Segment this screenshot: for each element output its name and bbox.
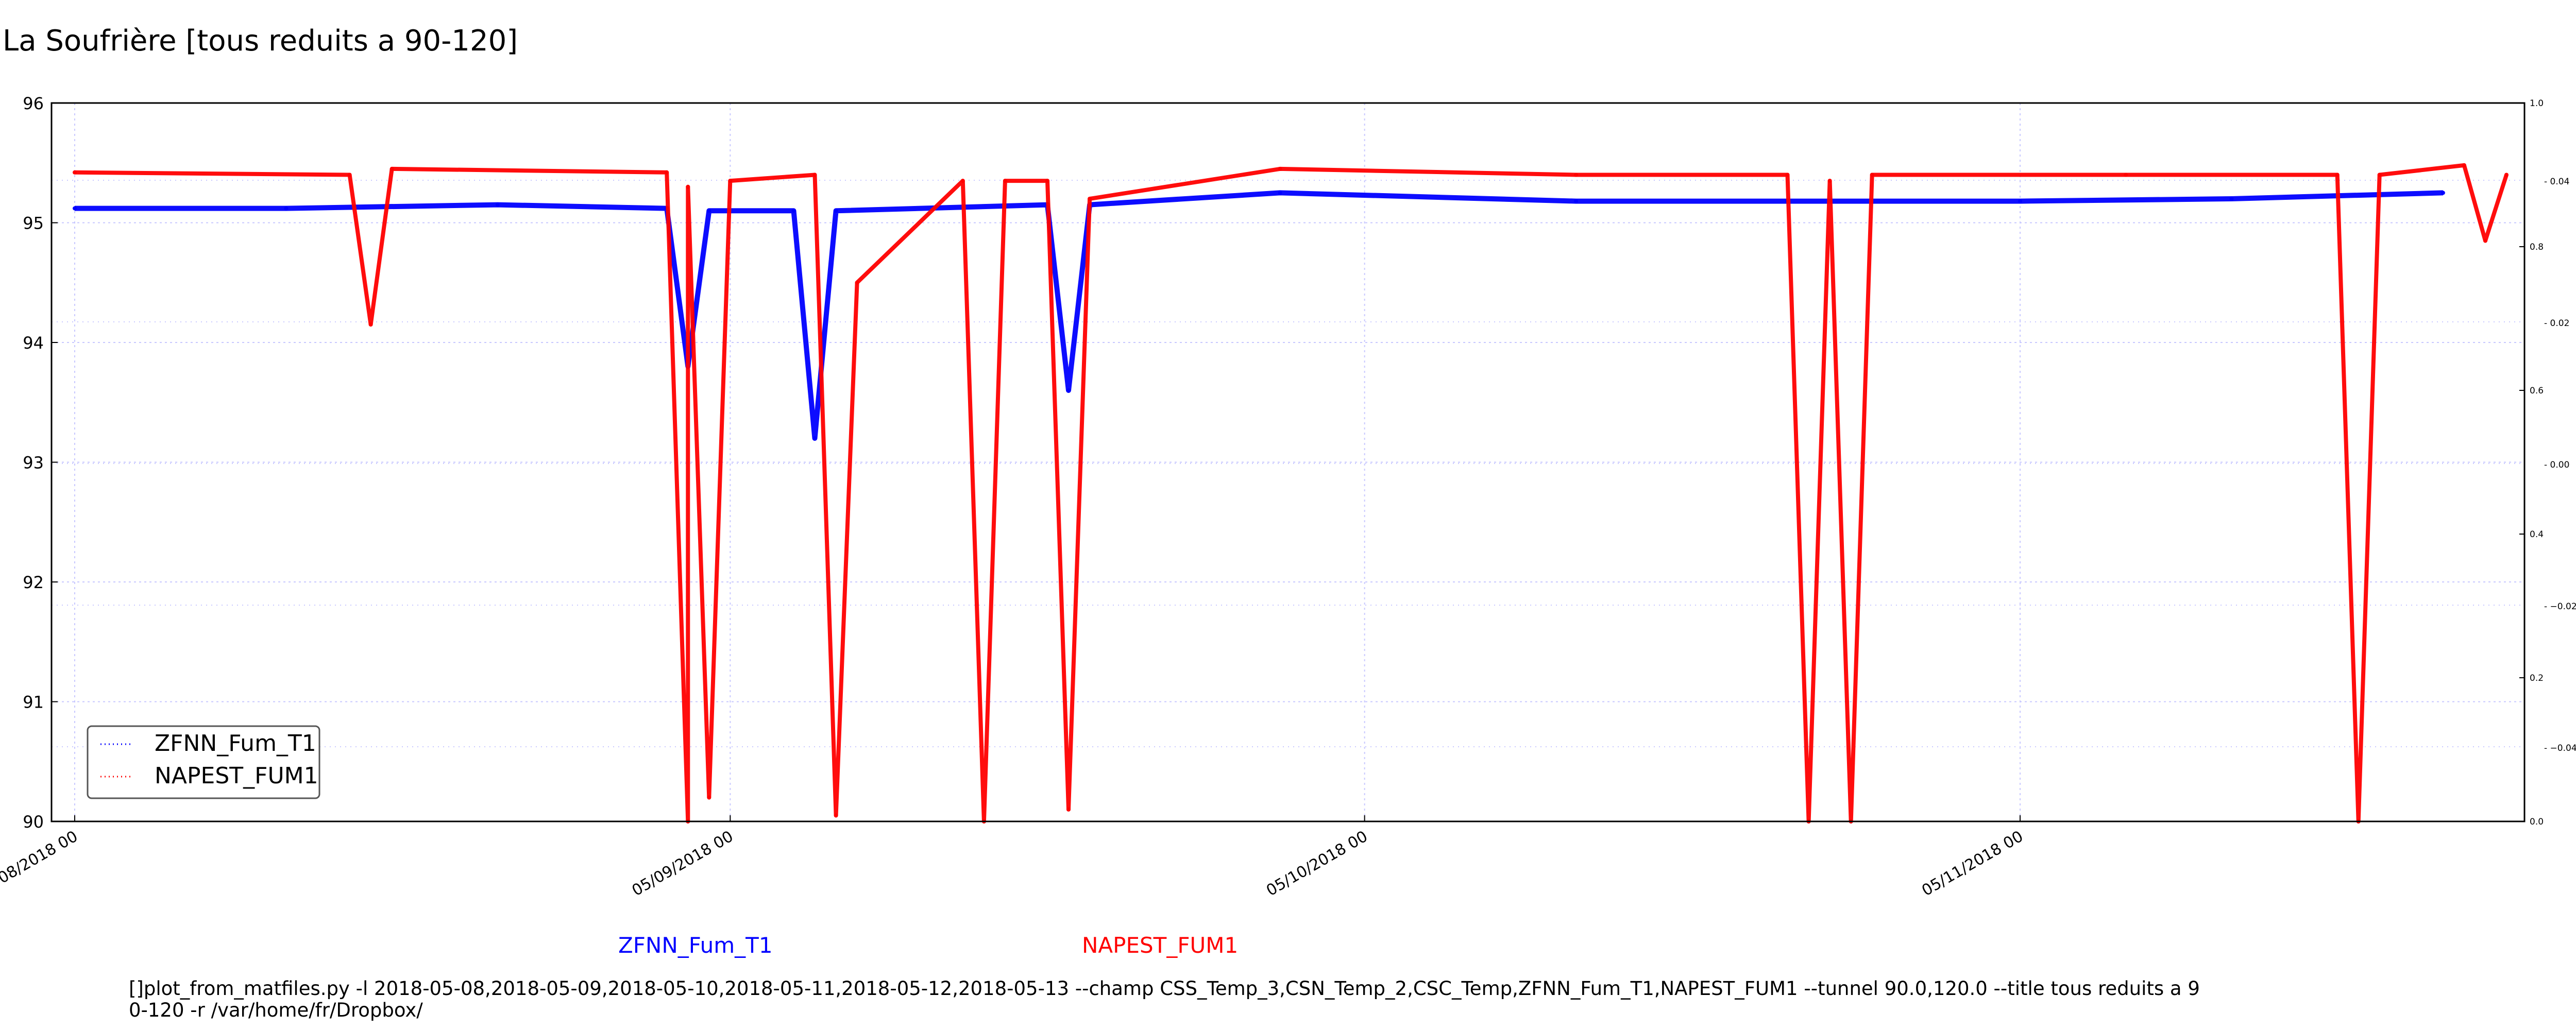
- data-point: [1574, 199, 1579, 203]
- right-inner-tick-label: - 0.00: [2544, 460, 2569, 470]
- data-point: [812, 436, 817, 440]
- y-tick-label: 92: [23, 573, 44, 592]
- y-axis-right: - 0.04 - 0.02 - 0.00 - −0.02 - −0.04 1.0 0.8 0.…: [2519, 98, 2576, 827]
- data-point: [665, 170, 669, 175]
- data-point: [2504, 173, 2509, 177]
- legend-box: [87, 725, 320, 799]
- command-line-2: 0-120 -r /var/home/fr/Dropbox/: [129, 999, 423, 1021]
- data-point: [2462, 163, 2466, 167]
- y-tick-label: 96: [23, 94, 44, 113]
- data-point: [791, 209, 796, 213]
- right-tick-label: 0.6: [2530, 386, 2544, 396]
- data-point: [1827, 179, 1832, 183]
- right-tick-label: 0.0: [2530, 817, 2544, 827]
- legend-item-zfnn: ZFNN_Fum_T1: [100, 730, 316, 757]
- data-point: [73, 170, 77, 175]
- data-point: [1066, 388, 1071, 392]
- data-point: [73, 206, 77, 211]
- right-inner-tick-label: - 0.02: [2544, 318, 2569, 329]
- data-point: [707, 209, 711, 213]
- x-tick-label: 05/11/2018 00: [1919, 828, 2026, 900]
- data-point: [960, 179, 965, 183]
- x-tick-label: 05/09/2018 00: [629, 828, 737, 900]
- data-point: [2335, 173, 2340, 177]
- y-axis-left: 96 95 94 93 92 91 90: [23, 94, 58, 832]
- data-point: [1785, 173, 1790, 177]
- data-point: [855, 280, 859, 285]
- x-tick-label: 05/10/2018 00: [1263, 828, 1371, 900]
- data-point: [686, 184, 690, 189]
- data-point: [834, 209, 838, 213]
- right-inner-tick-label: - 0.04: [2544, 177, 2569, 187]
- y-tick-label: 93: [23, 453, 44, 473]
- data-point: [1088, 197, 1092, 201]
- y-tick-label: 95: [23, 214, 44, 233]
- data-point: [707, 795, 711, 800]
- right-inner-tick-label: - −0.02: [2544, 602, 2576, 612]
- x-axis: 05/08/2018 00 05/09/2018 00 05/10/2018 00 0…: [0, 815, 2026, 900]
- data-point: [728, 179, 733, 183]
- x-tick-label: 05/08/2018 00: [0, 828, 81, 900]
- y-tick-label: 94: [23, 333, 44, 353]
- data-point: [284, 206, 289, 211]
- right-tick-label: 1.0: [2530, 98, 2544, 109]
- data-point: [1278, 191, 1282, 195]
- data-point: [1278, 166, 1282, 171]
- legend: ZFNN_Fum_T1 NAPEST_FUM1: [87, 725, 320, 799]
- right-tick-label: 0.2: [2530, 673, 2544, 683]
- bottom-label-napest: NAPEST_FUM1: [1082, 933, 1238, 958]
- data-point: [1574, 173, 1579, 177]
- data-point: [2441, 191, 2445, 195]
- series-lines: [73, 163, 2509, 823]
- data-point: [2483, 238, 2487, 243]
- chart-title: La Soufrière [tous reduits a 90-120]: [3, 24, 518, 58]
- data-point: [1045, 179, 1049, 183]
- data-point: [1870, 173, 1874, 177]
- data-point: [495, 202, 500, 207]
- grid-lines: [52, 103, 2524, 821]
- y-tick-label: 90: [23, 812, 44, 832]
- data-point: [2229, 197, 2234, 201]
- y-tick-label: 91: [23, 693, 44, 712]
- right-inner-tick-label: - −0.04: [2544, 743, 2576, 753]
- data-point: [812, 173, 817, 177]
- bottom-label-zfnn: ZFNN_Fum_T1: [618, 933, 773, 958]
- legend-item-napest: NAPEST_FUM1: [100, 763, 318, 789]
- data-point: [2377, 173, 2382, 177]
- data-point: [2018, 199, 2022, 203]
- series-line-napest-fum1: [74, 163, 2509, 823]
- data-point: [1066, 807, 1071, 812]
- command-line-1: []plot_from_matfiles.py -l 2018-05-08,20…: [129, 977, 2200, 1000]
- right-tick-label: 0.4: [2530, 529, 2544, 540]
- right-tick-label: 0.8: [2530, 242, 2544, 252]
- legend-label-zfnn: ZFNN_Fum_T1: [155, 730, 316, 757]
- legend-label-napest: NAPEST_FUM1: [155, 763, 318, 789]
- data-point: [1003, 179, 1007, 183]
- data-point: [368, 322, 373, 327]
- data-point: [347, 173, 352, 177]
- series-line-zfnn-fum-t1: [75, 190, 2444, 441]
- data-point: [389, 166, 394, 171]
- data-point: [2124, 173, 2128, 177]
- data-point: [834, 813, 838, 818]
